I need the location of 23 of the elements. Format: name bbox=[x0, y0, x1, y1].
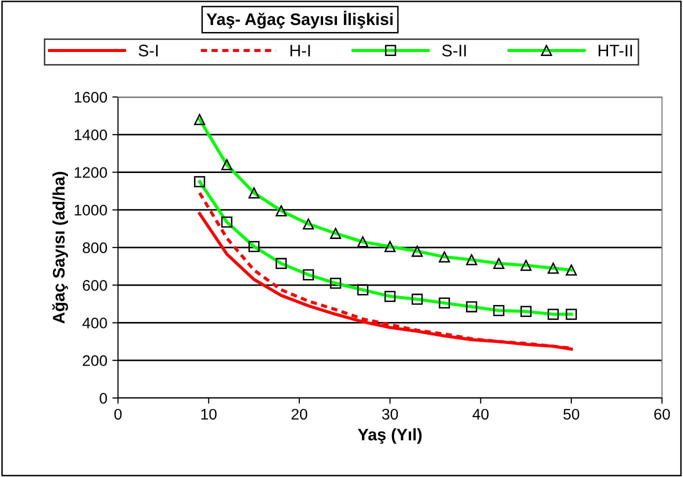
x-tick-label: 10 bbox=[201, 408, 217, 420]
x-tick-label: 30 bbox=[382, 408, 398, 420]
y-axis-title: Ağaç Sayısı (ad/ha) bbox=[52, 172, 68, 324]
x-tick-label: 0 bbox=[114, 408, 122, 420]
y-tick-label: 0 bbox=[100, 392, 107, 404]
chart-title: Yaş- Ağaç Sayısı İlişkisi bbox=[206, 10, 393, 29]
x-tick-label: 40 bbox=[472, 408, 489, 420]
legend-label: S-I bbox=[138, 44, 158, 56]
y-tick-label: 800 bbox=[82, 242, 107, 254]
y-tick-label: 1600 bbox=[74, 92, 107, 103]
y-tick-label: 600 bbox=[82, 280, 107, 291]
legend-label: S-II bbox=[442, 44, 466, 56]
y-tick-label: 1200 bbox=[74, 167, 107, 178]
x-tick-label: 50 bbox=[563, 408, 580, 420]
x-tick-label: 20 bbox=[292, 408, 308, 420]
x-axis-title: Yaş (Yıl) bbox=[358, 428, 422, 444]
y-tick-label: 200 bbox=[82, 355, 107, 366]
y-tick-label: 1400 bbox=[74, 129, 107, 140]
x-tick-label: 60 bbox=[654, 408, 670, 420]
y-tick-label: 400 bbox=[82, 318, 107, 328]
legend-label: HT-II bbox=[598, 44, 632, 56]
legend-label: H-I bbox=[290, 44, 310, 56]
y-tick-label: 1000 bbox=[74, 204, 107, 216]
